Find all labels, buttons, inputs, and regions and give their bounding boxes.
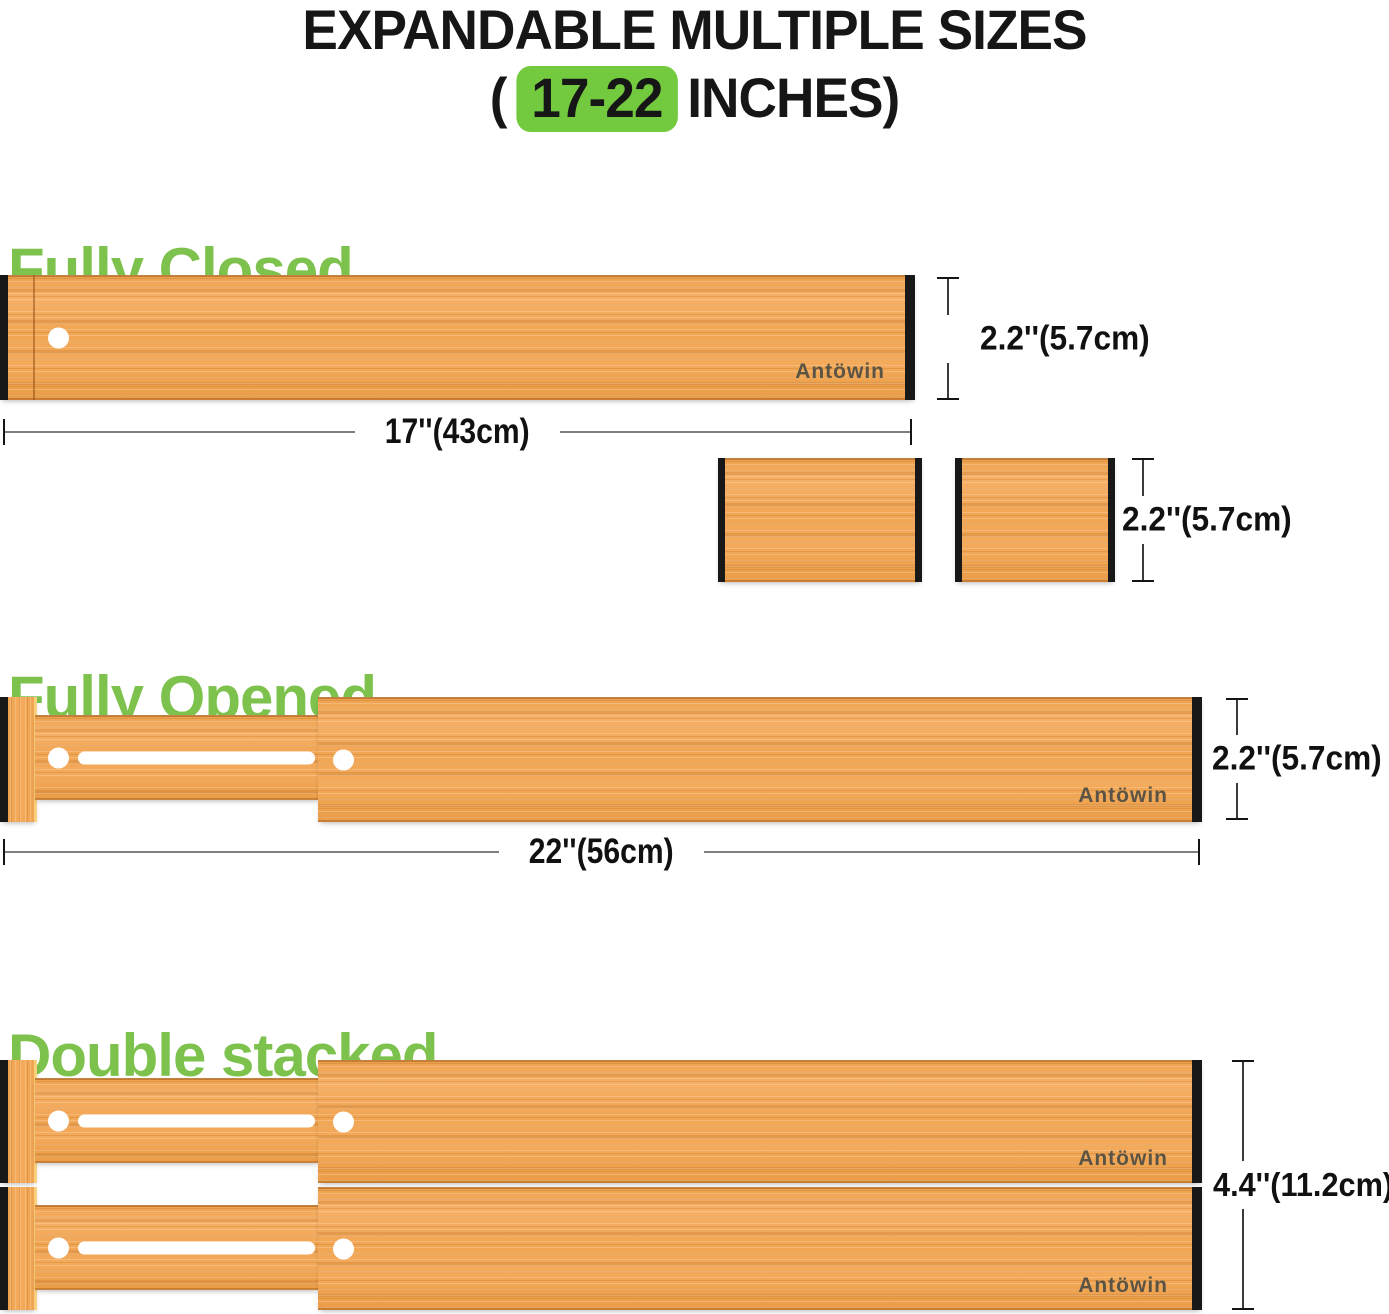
dimension-tick <box>1198 839 1200 865</box>
divider-seam <box>33 275 35 400</box>
divider-fully-opened: Antöwin <box>0 697 1202 822</box>
dimension-tick <box>1132 580 1154 582</box>
dimension-tick <box>3 419 5 445</box>
dimension-line <box>5 851 500 853</box>
adjustment-hole <box>333 1238 354 1259</box>
divider-right-endcap <box>905 275 915 400</box>
title-paren-open: ( <box>489 66 508 129</box>
divider-right-endcap <box>1192 697 1202 822</box>
dimension-tick <box>937 398 959 400</box>
divider-end-bracket <box>0 697 37 822</box>
divider-stacked-bottom: Antöwin <box>0 1187 1202 1310</box>
spacer-right-endcap <box>1108 458 1115 582</box>
length-dimension-label: 22''(56cm) <box>529 832 674 871</box>
dimension-tick <box>1132 458 1154 460</box>
outer-bar: Antöwin <box>318 697 1202 822</box>
title-line2: (17-22 INCHES) <box>35 66 1355 133</box>
inner-sliding-rail <box>35 1078 320 1163</box>
dimension-line <box>947 362 949 398</box>
title-suffix: INCHES) <box>687 66 900 129</box>
brand-logo: Antöwin <box>1078 1274 1168 1297</box>
divider-left-endcap <box>0 1187 8 1310</box>
adjustment-hole <box>48 1237 69 1258</box>
divider-right-endcap <box>1192 1060 1202 1183</box>
dimension-tick <box>3 839 5 865</box>
size-range-highlight: 17-22 <box>515 66 678 133</box>
divider-left-endcap <box>0 1060 8 1183</box>
brand-logo: Antöwin <box>1078 1147 1168 1170</box>
adjustment-hole <box>48 327 69 348</box>
adjustment-hole <box>48 747 69 768</box>
title-line1: EXPANDABLE MULTIPLE SIZES <box>302 0 1087 61</box>
height-dimension-label: 2.2''(5.7cm) <box>980 319 1150 357</box>
dimension-tick <box>1232 1308 1254 1310</box>
divider-left-endcap <box>0 697 8 822</box>
divider-right-endcap <box>1192 1187 1202 1310</box>
adjustment-hole <box>333 1111 354 1132</box>
dimension-line <box>703 851 1198 853</box>
dimension-line <box>1142 544 1144 580</box>
outer-bar: Antöwin <box>318 1060 1202 1183</box>
height-dimension-label: 2.2''(5.7cm) <box>1122 500 1292 539</box>
length-dimension-closed: 17''(43cm) <box>3 412 912 451</box>
adjustment-slot <box>78 1114 315 1127</box>
length-dimension-label: 17''(43cm) <box>385 412 530 451</box>
adjustment-hole <box>333 749 354 770</box>
spacer-block-large <box>718 458 922 582</box>
brand-logo: Antöwin <box>1078 784 1168 807</box>
dimension-line <box>1142 460 1144 496</box>
dimension-tick <box>1226 698 1248 700</box>
dimension-line <box>1236 783 1238 818</box>
dimension-tick <box>1226 818 1248 820</box>
adjustment-slot <box>78 751 315 764</box>
height-dimension-label: 4.4''(11.2cm) <box>1213 1166 1389 1203</box>
adjustment-hole <box>48 1110 69 1131</box>
spacer-left-endcap <box>955 458 962 582</box>
divider-left-endcap <box>0 275 8 400</box>
divider-stacked-top: Antöwin <box>0 1060 1202 1183</box>
spacer-right-endcap <box>915 458 922 582</box>
dimension-line <box>559 431 910 433</box>
dimension-tick <box>910 419 912 445</box>
title-block: EXPANDABLE MULTIPLE SIZES (17-22 INCHES) <box>0 0 1389 133</box>
adjustment-slot <box>78 1241 315 1254</box>
dimension-line <box>1242 1209 1244 1308</box>
spacer-block-small <box>955 458 1115 582</box>
divider-fully-closed: Antöwin <box>0 275 915 400</box>
dimension-line <box>1236 700 1238 735</box>
inner-sliding-rail <box>35 715 320 800</box>
length-dimension-opened: 22''(56cm) <box>3 832 1200 871</box>
outer-bar: Antöwin <box>318 1187 1202 1310</box>
dimension-line <box>1242 1062 1244 1161</box>
dimension-tick <box>1232 1060 1254 1062</box>
divider-end-bracket <box>0 1060 37 1183</box>
dimension-tick <box>937 277 959 279</box>
brand-logo: Antöwin <box>795 360 885 383</box>
dimension-line <box>947 279 949 315</box>
dimension-line <box>5 431 356 433</box>
spacer-left-endcap <box>718 458 725 582</box>
divider-end-bracket <box>0 1187 37 1310</box>
inner-sliding-rail <box>35 1205 320 1290</box>
height-dimension-label: 2.2''(5.7cm) <box>1212 739 1382 778</box>
